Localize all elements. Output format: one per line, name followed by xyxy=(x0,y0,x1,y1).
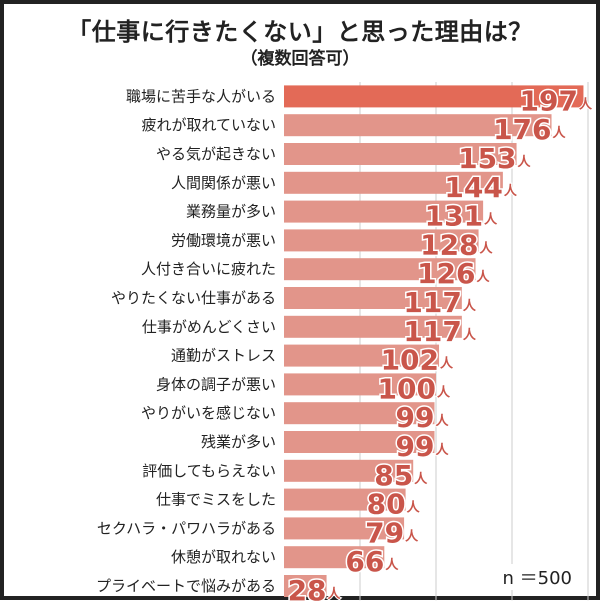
category-label: セクハラ・パワハラがある xyxy=(97,519,276,537)
bar xyxy=(284,85,584,108)
value-label: 66 xyxy=(345,545,384,578)
category-label: やる気が起きない xyxy=(156,145,276,163)
unit-label: 人 xyxy=(405,528,419,544)
bar xyxy=(284,315,462,338)
category-label: プライベートで悩みがある xyxy=(96,577,276,595)
value-label: 79 xyxy=(365,516,404,549)
value-label: 128 xyxy=(420,228,478,261)
unit-label: 人 xyxy=(579,96,593,112)
value-label: 144 xyxy=(444,171,502,204)
category-label: 業務量が多い xyxy=(186,203,276,221)
category-label: 仕事がめんどくさい xyxy=(142,318,276,336)
value-label: 99 xyxy=(396,401,435,434)
unit-label: 人 xyxy=(437,384,451,400)
unit-label: 人 xyxy=(435,442,449,458)
chart-subtitle: （複数回答可） xyxy=(240,49,360,69)
bar xyxy=(284,143,517,165)
value-label: 117 xyxy=(403,315,461,348)
bar xyxy=(284,402,435,425)
unit-label: 人 xyxy=(480,240,494,256)
bar xyxy=(284,258,476,281)
bar xyxy=(284,517,405,540)
bar xyxy=(284,459,414,482)
category-label: 仕事でミスをした xyxy=(156,491,276,509)
bar xyxy=(284,546,385,569)
category-label: 労働環境が悪い xyxy=(171,231,276,249)
value-label: 126 xyxy=(417,257,475,290)
unit-label: 人 xyxy=(407,500,421,516)
category-label: 人付き合いに疲れた xyxy=(141,260,276,278)
category-label: 通勤がストレス xyxy=(171,347,276,365)
unit-label: 人 xyxy=(504,183,518,199)
category-label: やりたくない仕事がある xyxy=(111,289,276,307)
sample-size-note: n ＝500 xyxy=(498,564,576,590)
value-label: 131 xyxy=(425,200,483,233)
bar xyxy=(284,171,503,194)
bar xyxy=(284,200,484,223)
bar xyxy=(284,575,327,597)
category-label: やりがいを感じない xyxy=(141,404,276,422)
value-label: 102 xyxy=(381,344,439,377)
unit-label: 人 xyxy=(477,269,491,285)
unit-label: 人 xyxy=(484,212,498,228)
category-label: 疲れが取れていない xyxy=(141,116,276,134)
unit-label: 人 xyxy=(435,413,449,429)
value-label: 85 xyxy=(374,459,413,492)
category-label: 職場に苦手な人がいる xyxy=(126,87,276,105)
value-label: 197 xyxy=(520,84,578,117)
value-label: 80 xyxy=(367,488,406,521)
bar xyxy=(284,287,462,309)
bar xyxy=(284,114,552,137)
chart-title: 「仕事に行きたくない」と思った理由は？ xyxy=(67,18,533,46)
category-label: 評価してもらえない xyxy=(142,462,276,480)
unit-label: 人 xyxy=(440,356,454,372)
category-label: 身体の調子が悪い xyxy=(156,375,276,393)
unit-label: 人 xyxy=(553,125,567,141)
bar xyxy=(284,229,479,252)
value-label: 117 xyxy=(403,286,461,319)
category-label: 休憩が取れない xyxy=(171,548,276,566)
unit-label: 人 xyxy=(414,471,428,487)
bar xyxy=(284,488,406,511)
bar xyxy=(284,431,435,453)
value-label: 153 xyxy=(458,142,516,175)
unit-label: 人 xyxy=(463,298,477,314)
bar xyxy=(284,344,440,367)
value-label: 99 xyxy=(396,430,435,463)
category-label: 残業が多い xyxy=(201,433,276,451)
value-label: 100 xyxy=(378,372,436,405)
unit-label: 人 xyxy=(518,154,532,170)
value-label: 28 xyxy=(288,574,327,604)
unit-label: 人 xyxy=(385,557,399,573)
bar xyxy=(284,373,436,396)
value-label: 176 xyxy=(493,113,551,146)
unit-label: 人 xyxy=(463,327,477,343)
category-label: 人間関係が悪い xyxy=(171,174,276,192)
unit-label: 人 xyxy=(328,586,342,602)
